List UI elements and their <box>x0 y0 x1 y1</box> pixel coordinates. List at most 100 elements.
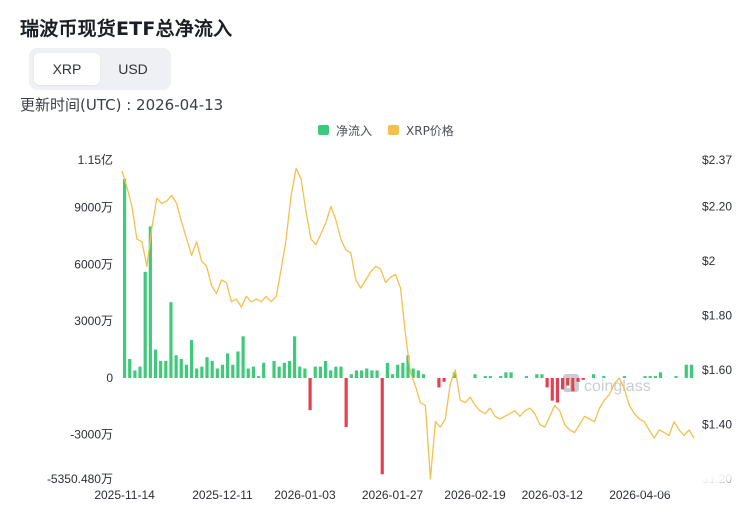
bar <box>143 271 147 378</box>
bar <box>375 370 379 378</box>
right-tick-label: $1.60 <box>702 363 732 377</box>
bar <box>550 378 554 401</box>
x-tick-label: 2026-01-03 <box>274 488 336 502</box>
bar <box>262 362 266 378</box>
bar <box>277 366 281 378</box>
bar <box>236 351 240 378</box>
bar <box>643 376 647 378</box>
bar <box>385 362 389 378</box>
toggle-usd-button[interactable]: USD <box>118 61 148 77</box>
bar <box>339 366 343 378</box>
left-tick-label: 1.15亿 <box>78 152 113 167</box>
bar <box>128 359 132 378</box>
bar <box>334 366 338 378</box>
bar <box>226 353 230 378</box>
bar <box>401 362 405 378</box>
bar <box>555 378 560 403</box>
bar <box>581 378 585 380</box>
bar <box>189 340 194 378</box>
bar <box>138 366 142 378</box>
bar <box>370 370 374 378</box>
right-tick-label: $2.20 <box>702 199 732 213</box>
bar <box>323 360 328 378</box>
legend-net-inflow-swatch <box>318 125 329 135</box>
net-inflow-bars <box>122 178 694 475</box>
updated-time: 更新时间(UTC) : 2026-04-13 <box>20 96 224 114</box>
bar <box>416 370 420 378</box>
bar <box>658 372 663 378</box>
legend-price-label: XRP价格 <box>406 123 454 138</box>
bar <box>220 364 225 378</box>
bar <box>411 368 415 378</box>
bar <box>195 368 199 378</box>
left-tick-label: -5350.480万 <box>47 472 113 486</box>
x-tick-label: 2025-12-11 <box>192 488 253 502</box>
bar <box>148 226 152 378</box>
bar <box>421 374 426 378</box>
bar <box>545 378 549 388</box>
bar <box>591 374 596 378</box>
bar <box>602 376 606 378</box>
x-axis: 2025-11-14 2025-12-11 2026-01-03 2026-01-27… <box>94 488 671 502</box>
watermark: coinglass <box>563 374 651 395</box>
coinglass-logo-icon <box>563 374 579 392</box>
bar <box>535 374 539 378</box>
legend-price[interactable]: XRP价格 <box>388 122 454 139</box>
price-line-group <box>121 167 695 480</box>
bar <box>133 370 137 378</box>
x-tick-label: 2026-01-27 <box>362 488 424 502</box>
bar <box>504 372 508 378</box>
bar <box>246 368 250 378</box>
left-axis: 1.15亿 9000万 6000万 3000万 0 -3000万 -5350.480万 <box>47 152 113 486</box>
price-line <box>121 167 695 480</box>
unit-toggle: XRP USD <box>29 48 171 90</box>
bar <box>452 372 456 378</box>
bar <box>390 374 395 378</box>
chart-legend: 净流入 XRP价格 <box>318 122 470 138</box>
bar <box>251 366 255 378</box>
bar <box>303 368 307 378</box>
bar <box>349 374 353 378</box>
bar <box>179 359 183 378</box>
bar <box>241 336 245 378</box>
toggle-xrp-button[interactable]: XRP <box>34 53 100 85</box>
x-tick-label: 2026-02-19 <box>444 488 506 502</box>
bar <box>365 368 369 378</box>
bar <box>483 376 487 378</box>
bar <box>566 378 570 386</box>
bar <box>210 360 214 378</box>
right-tick-label: $1.40 <box>702 417 732 431</box>
bar <box>164 360 168 378</box>
x-tick-label: 2026-03-12 <box>522 488 584 502</box>
legend-net-inflow[interactable]: 净流入 <box>318 122 372 139</box>
bar <box>396 364 400 378</box>
x-tick-label: 2026-04-06 <box>609 488 671 502</box>
bar <box>287 360 292 378</box>
bar <box>256 376 261 378</box>
bar <box>406 355 410 378</box>
bar <box>473 374 477 378</box>
bar <box>380 378 384 475</box>
bar <box>561 378 565 390</box>
bar <box>205 357 209 378</box>
bar <box>215 368 219 378</box>
bar <box>437 378 441 388</box>
bar <box>488 376 493 378</box>
bar <box>272 360 276 378</box>
right-tick-label: $1.20 <box>702 472 732 486</box>
bar <box>153 349 158 378</box>
left-tick-label: 9000万 <box>74 200 113 214</box>
chart-title: 瑞波币现货ETF总净流入 <box>20 18 233 40</box>
bar <box>622 376 627 378</box>
bar <box>313 366 317 378</box>
right-tick-label: $1.80 <box>702 308 732 322</box>
bar <box>674 376 678 378</box>
bar <box>329 370 333 378</box>
right-tick-label: $2.37 <box>702 153 732 167</box>
legend-price-swatch <box>388 125 400 135</box>
legend-net-inflow-label: 净流入 <box>336 123 373 138</box>
bar <box>200 366 204 378</box>
bar <box>540 374 544 378</box>
bar <box>159 360 163 378</box>
